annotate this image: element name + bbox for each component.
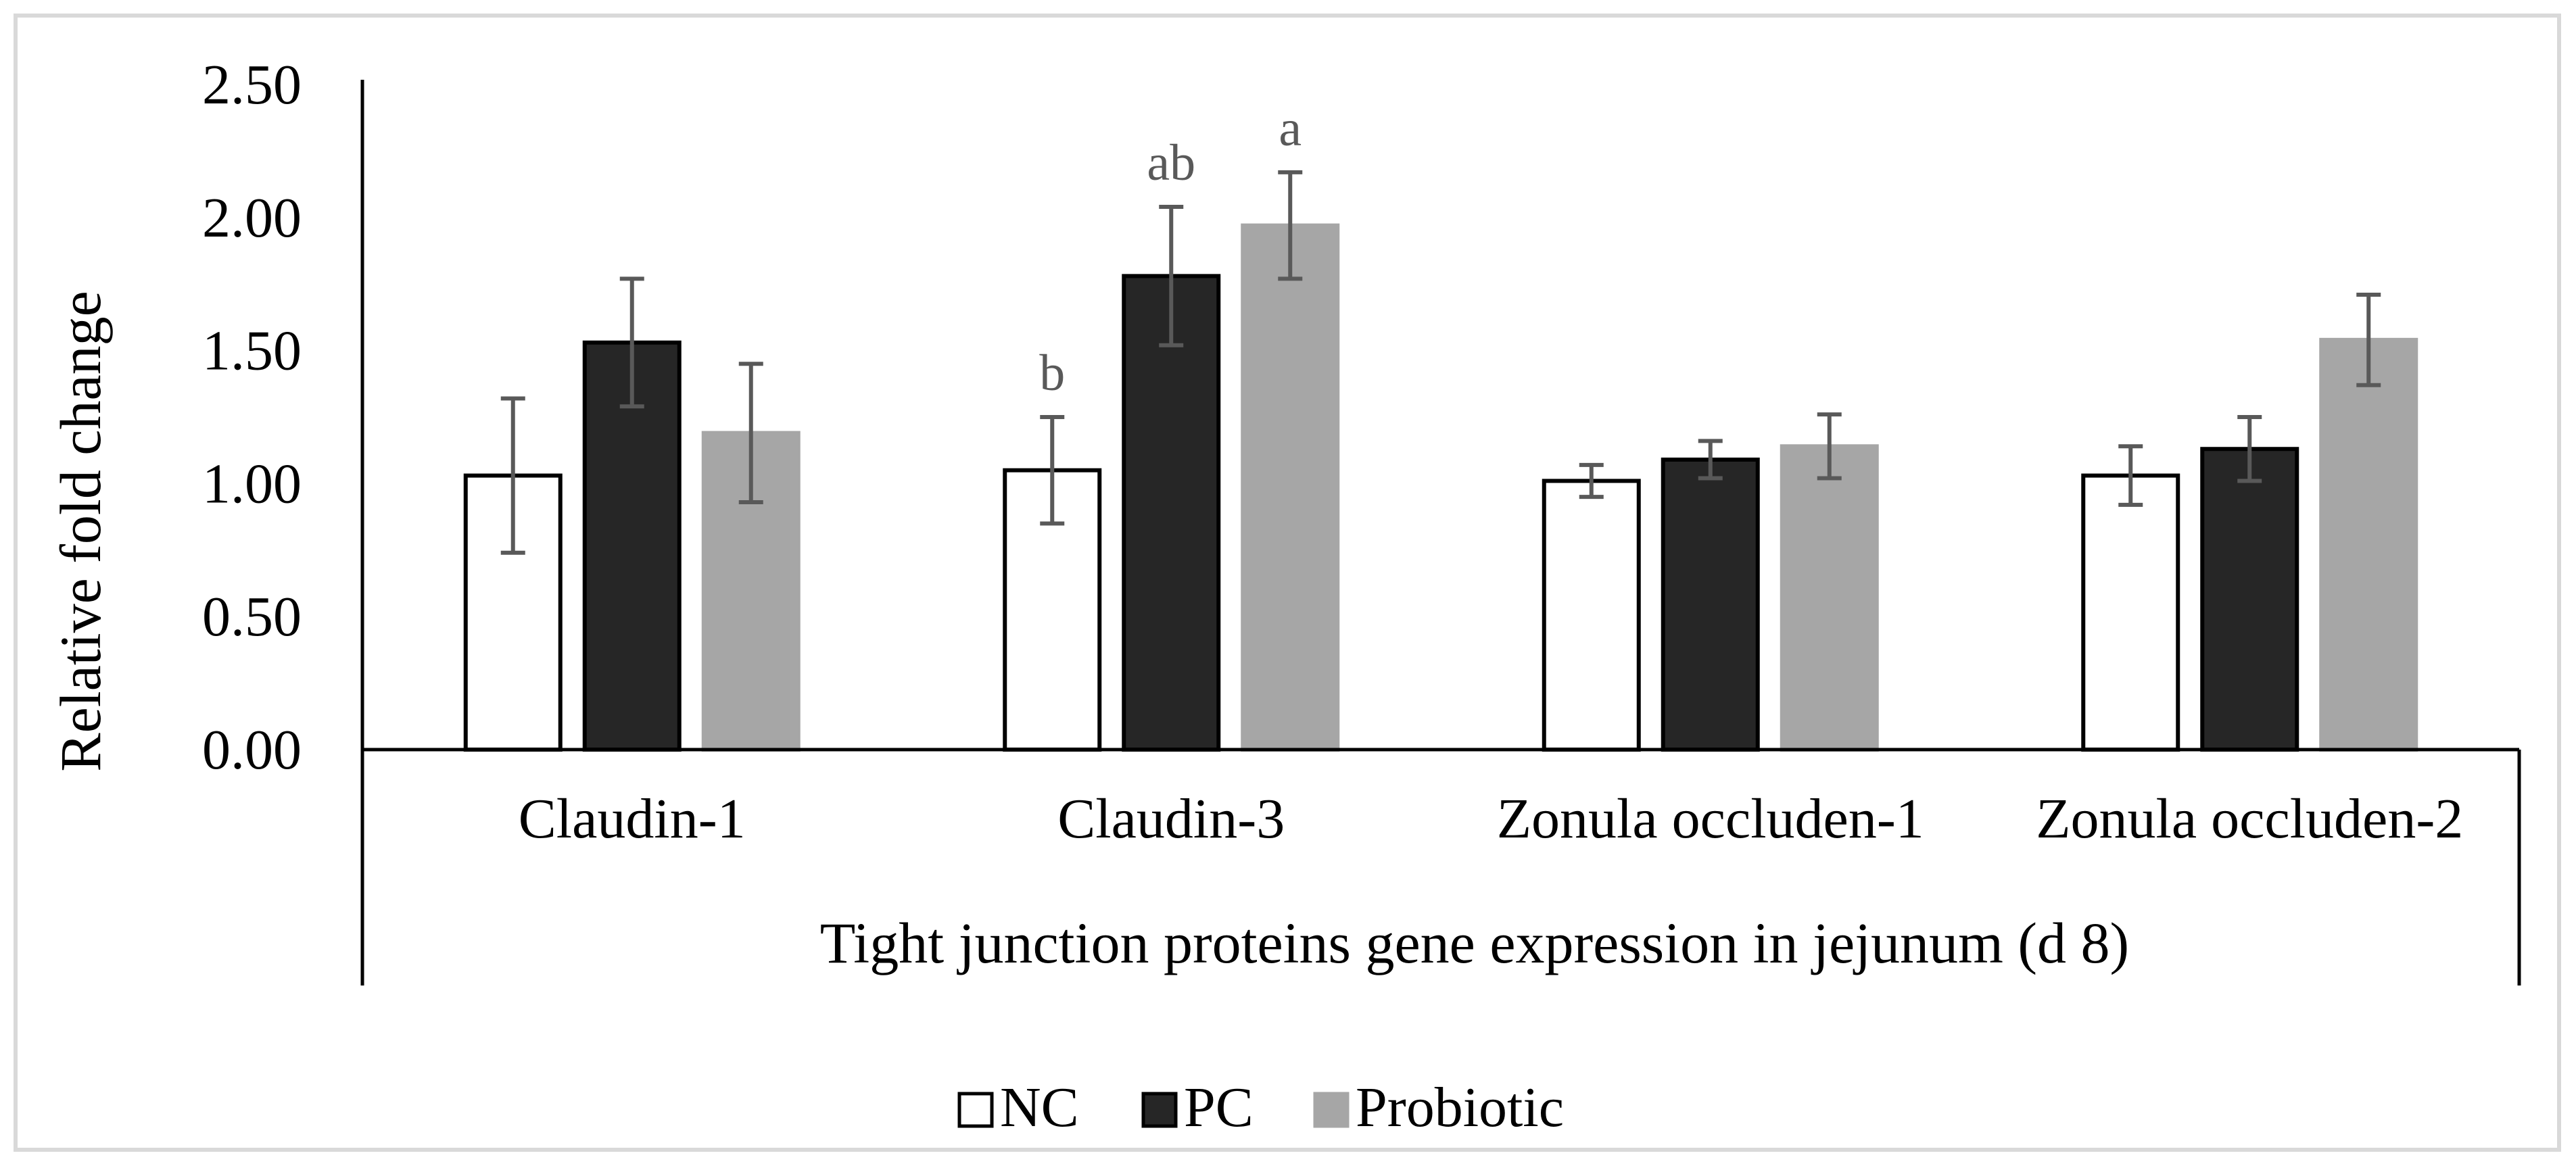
error-bars-layer: b ab a	[500, 100, 2381, 555]
category-label: Claudin-1	[519, 787, 746, 850]
legend-label-nc: NC	[1000, 1076, 1079, 1139]
category-label: Zonula occluden-2	[2036, 787, 2463, 850]
bar-nc-3	[1542, 479, 1641, 752]
bar-probiotic-2	[1241, 223, 1340, 752]
bar-chart: b ab a 0.00 0.50 1.00 1.50 2.00 2.50 Claudin-1 Cl…	[48, 53, 2521, 1139]
y-tick-label: 1.50	[202, 320, 302, 383]
significance-label: b	[1039, 345, 1065, 402]
bar-probiotic-4	[2319, 337, 2418, 752]
y-tick-label: 2.00	[202, 187, 302, 249]
legend: NC PC Probiotic	[957, 1076, 1564, 1139]
y-axis-title: Relative fold change	[48, 291, 113, 772]
y-tick-label: 0.00	[202, 719, 302, 781]
legend-swatch-pc	[1141, 1092, 1178, 1128]
y-tick-label: 2.50	[202, 53, 302, 116]
legend-label-probiotic: Probiotic	[1356, 1076, 1564, 1139]
axes-layer: 0.00 0.50 1.00 1.50 2.00 2.50 Claudin-1 Claudin…	[202, 53, 2521, 986]
bar-pc-2	[1122, 274, 1221, 752]
category-label: Claudin-3	[1057, 787, 1285, 850]
x-axis-title: Tight junction proteins gene expression …	[820, 910, 2129, 975]
bar-probiotic-3	[1780, 444, 1879, 752]
bar-pc-4	[2200, 447, 2299, 752]
legend-swatch-nc	[957, 1092, 994, 1128]
bar-pc-3	[1661, 457, 1760, 752]
legend-label-pc: PC	[1184, 1076, 1254, 1139]
chart-frame: b ab a 0.00 0.50 1.00 1.50 2.00 2.50 Claudin-1 Cl…	[14, 14, 2561, 1152]
significance-label: ab	[1147, 135, 1195, 191]
y-tick-label: 0.50	[202, 585, 302, 648]
y-tick-label: 1.00	[202, 452, 302, 515]
significance-label: a	[1279, 100, 1302, 157]
bar-nc-4	[2081, 473, 2180, 752]
legend-swatch-probiotic	[1313, 1092, 1350, 1128]
bars-layer	[463, 223, 2418, 752]
category-label: Zonula occluden-1	[1497, 787, 1924, 850]
